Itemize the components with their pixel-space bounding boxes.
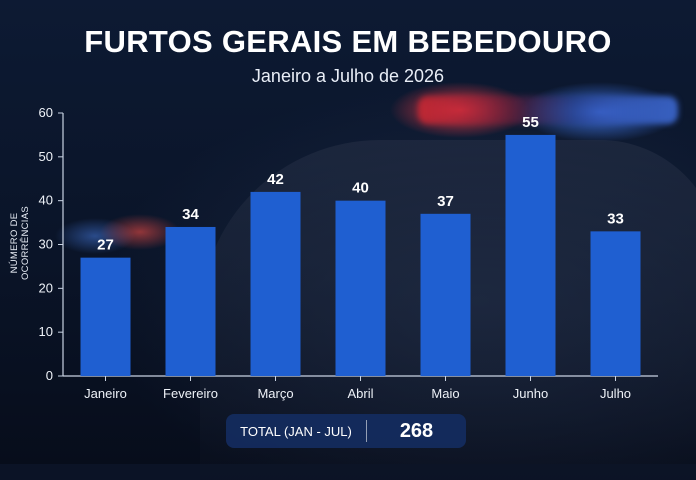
- bar-value-label: 33: [607, 210, 624, 227]
- total-label: TOTAL (JAN - JUL): [240, 423, 352, 439]
- x-tick-label: Fevereiro: [163, 386, 218, 401]
- total-divider: [366, 420, 367, 442]
- bar-maio: [420, 213, 471, 376]
- bar-junho: [505, 134, 556, 376]
- y-tick-label: 10: [39, 324, 53, 339]
- bar-value-label: 40: [352, 180, 369, 197]
- bar-março: [250, 191, 301, 376]
- bar-abril: [335, 200, 386, 376]
- total-summary-box: TOTAL (JAN - JUL) 268: [226, 414, 466, 448]
- y-tick-label: 60: [39, 105, 53, 120]
- y-tick-label: 30: [39, 237, 53, 252]
- x-tick-label: Janeiro: [84, 386, 127, 401]
- bar-value-label: 42: [267, 171, 284, 188]
- chart-title: FURTOS GERAIS EM BEBEDOURO: [84, 24, 612, 59]
- bar-value-label: 27: [97, 237, 114, 254]
- y-tick-label: 40: [39, 193, 53, 208]
- y-tick-label: 0: [46, 368, 53, 383]
- bar-value-label: 55: [522, 114, 539, 131]
- x-tick-label: Maio: [431, 386, 459, 401]
- y-tick-label: 20: [39, 280, 53, 295]
- x-tick-label: Junho: [513, 386, 548, 401]
- chart-subtitle: Janeiro a Julho de 2026: [251, 66, 445, 86]
- x-tick-label: Julho: [600, 386, 631, 401]
- police-light-bar: [418, 96, 678, 124]
- y-tick-label: 50: [39, 149, 53, 164]
- x-tick-label: Março: [257, 386, 293, 401]
- total-value: 268: [399, 419, 434, 442]
- bar-julho: [590, 231, 641, 376]
- bar-fevereiro: [165, 226, 216, 376]
- bar-value-label: 37: [437, 193, 454, 210]
- bar-value-label: 34: [182, 206, 199, 223]
- x-tick-label: Abril: [347, 386, 373, 401]
- bar-janeiro: [80, 257, 131, 376]
- bar-chart: 0 10 20 30 40 50 60 27 Janeiro 34 Fevereiro 42 Març…: [39, 105, 658, 401]
